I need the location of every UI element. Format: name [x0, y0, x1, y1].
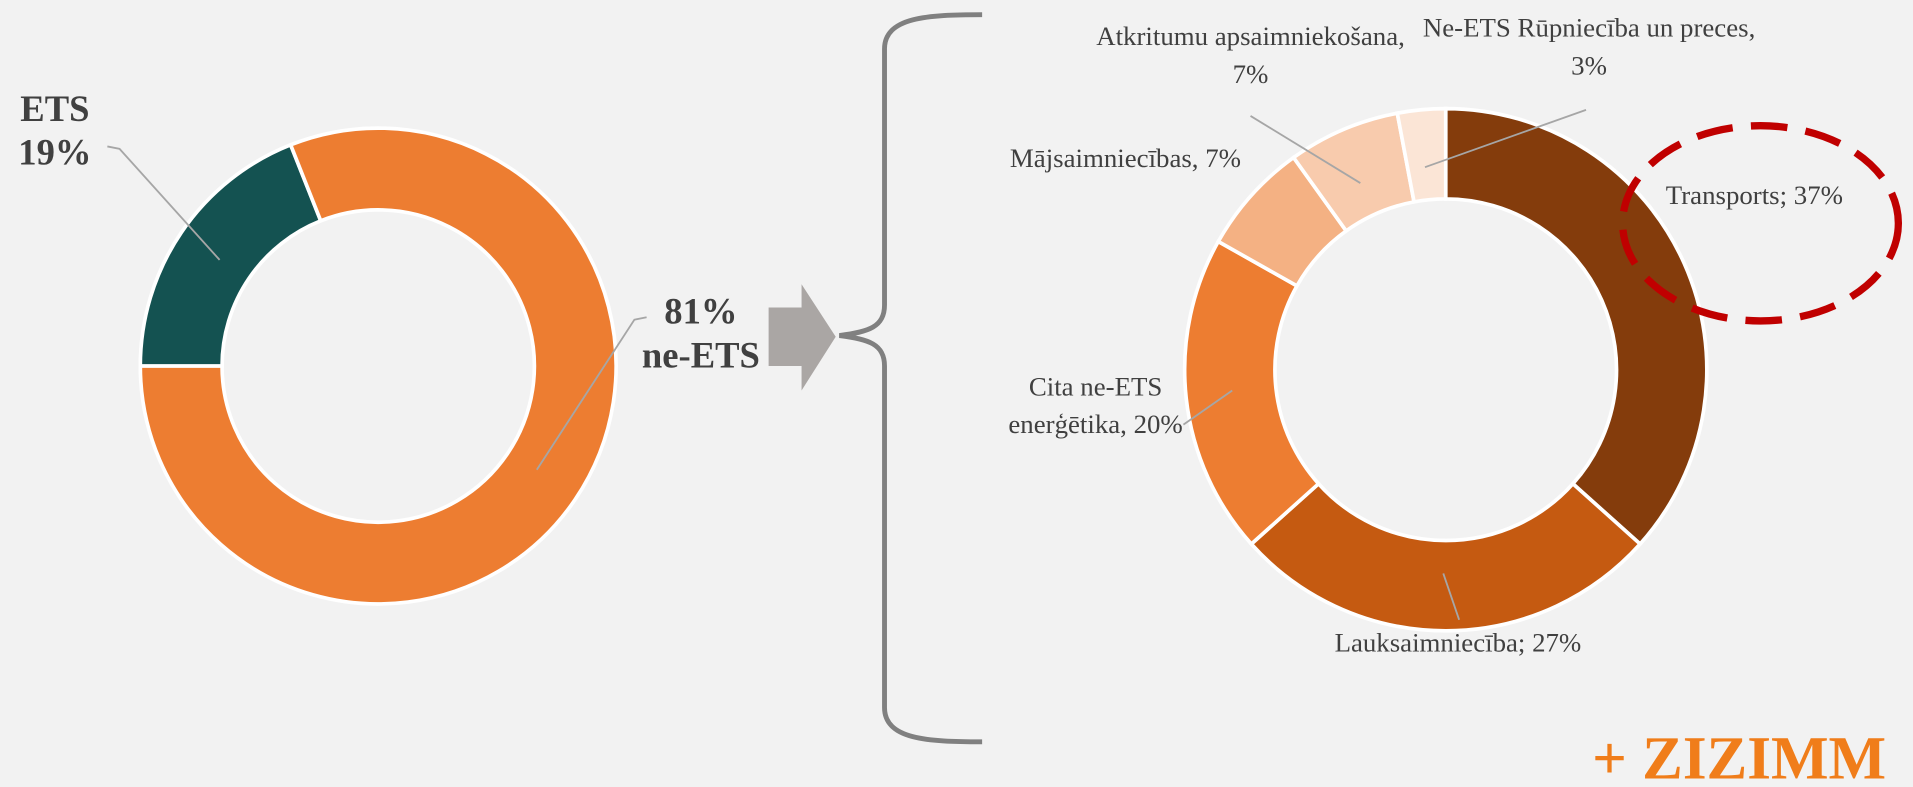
watermark: + ZIZIMM [1592, 725, 1886, 787]
label-box: Mājsaimniecības, 7% [988, 140, 1263, 178]
value-label: 37% [1793, 179, 1844, 210]
leader-line [107, 145, 221, 261]
donut-segment [1182, 239, 1322, 547]
label-box: Cita ne-ETS enerģētika, 20% [998, 368, 1193, 443]
segment-label: Cita ne-ETS enerģētika, 20% [998, 368, 1193, 443]
brace [839, 12, 983, 745]
segment-label: 81% ne-ETS [625, 290, 778, 378]
value-label: 7% [1205, 142, 1242, 174]
category-label: Ne-ETS Rūpniecība un preces, [1422, 12, 1756, 43]
value-label: 27% [1532, 627, 1582, 658]
leader-line [1250, 115, 1361, 184]
donut-segment [138, 142, 324, 368]
category-label: ETS [20, 89, 90, 130]
leader-line [1424, 108, 1587, 169]
label-box: Atkritumu apsaimniekošana, 7% [1080, 18, 1422, 93]
value-label: 19% [18, 133, 92, 174]
segment-label: Transports; 37% [1657, 177, 1852, 215]
label-box: Lauksaimniecība; 27% [1305, 625, 1610, 663]
segment-label: Mājsaimniecības, 7% [988, 140, 1263, 178]
leader-line [1182, 389, 1233, 426]
donut-segment [1248, 481, 1643, 633]
leader-line [1442, 573, 1461, 621]
leader-line [536, 316, 647, 471]
leader-lines [107, 108, 1587, 621]
arrow [768, 284, 836, 391]
donut-segment [1443, 106, 1709, 547]
donut-segment [1395, 106, 1448, 205]
donuts [138, 106, 1709, 633]
segment-label: Ne-ETS Rūpniecība un preces, 3% [1415, 10, 1763, 85]
segment-label: ETS 19% [0, 88, 110, 176]
value-label: 7% [1232, 58, 1269, 89]
label-box: Ne-ETS Rūpniecība un preces, 3% [1415, 10, 1763, 85]
category-label: Cita ne-ETS enerģētika, [1008, 370, 1163, 440]
label-box: 81%ne-ETS [625, 290, 778, 378]
value-label: 3% [1571, 49, 1607, 81]
category-label: Lauksaimniecība; [1334, 627, 1526, 658]
segment-label: Atkritumu apsaimniekošana, 7% [1080, 18, 1422, 93]
category-label: Atkritumu apsaimniekošana, [1096, 20, 1405, 52]
segment-label: Lauksaimniecība; 27% [1305, 625, 1610, 663]
value-label: 20% [1133, 408, 1183, 440]
donut-segment [138, 126, 618, 606]
label-box: Transports; 37% [1657, 177, 1852, 215]
category-label: ne-ETS [641, 335, 760, 376]
category-label: Mājsaimniecības, [1009, 142, 1199, 174]
value-label: 81% [664, 291, 738, 332]
highlight-ellipse [1618, 122, 1903, 325]
category-label: Transports; [1665, 179, 1788, 210]
